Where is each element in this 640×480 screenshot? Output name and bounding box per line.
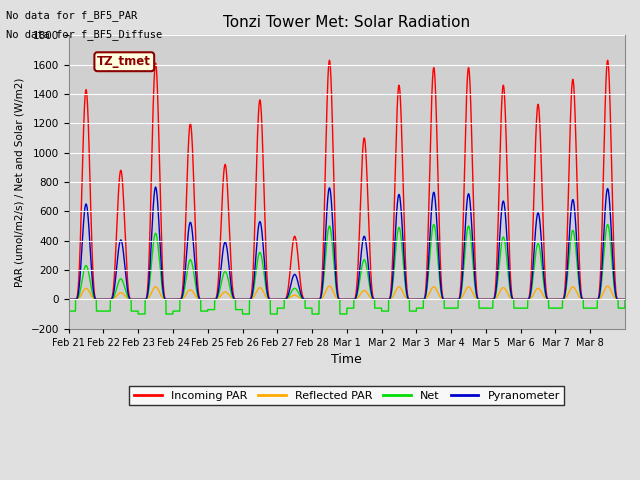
Net	[134, 311, 142, 317]
Incoming PAR	[65, 297, 72, 302]
Pyranometer	[503, 232, 511, 238]
Text: No data for f_BF5_PAR: No data for f_BF5_PAR	[6, 10, 138, 21]
Net	[604, 222, 611, 228]
Reflected PAR	[604, 283, 611, 289]
Net	[621, 297, 629, 302]
Reflected PAR	[615, 297, 623, 302]
Y-axis label: PAR (umol/m2/s) / Net and Solar (W/m2): PAR (umol/m2/s) / Net and Solar (W/m2)	[15, 77, 25, 287]
Pyranometer	[621, 297, 629, 302]
Pyranometer	[536, 222, 544, 228]
Incoming PAR	[615, 297, 623, 302]
Pyranometer	[152, 184, 159, 190]
Incoming PAR	[604, 58, 611, 63]
Reflected PAR	[503, 288, 511, 294]
Line: Net: Net	[68, 225, 625, 314]
Incoming PAR	[621, 297, 629, 302]
Incoming PAR	[418, 297, 426, 302]
Line: Pyranometer: Pyranometer	[68, 187, 625, 300]
Reflected PAR	[621, 297, 629, 302]
Net	[615, 305, 623, 311]
Line: Incoming PAR: Incoming PAR	[68, 60, 625, 300]
Line: Reflected PAR: Reflected PAR	[68, 286, 625, 300]
Reflected PAR	[179, 296, 186, 301]
Pyranometer	[419, 297, 426, 302]
Incoming PAR	[467, 112, 475, 118]
Net	[467, 240, 475, 246]
Incoming PAR	[536, 124, 544, 130]
Legend: Incoming PAR, Reflected PAR, Net, Pyranometer: Incoming PAR, Reflected PAR, Net, Pyrano…	[129, 386, 564, 405]
Pyranometer	[179, 291, 187, 297]
Net	[419, 305, 426, 311]
Reflected PAR	[65, 297, 72, 302]
Text: No data for f_BF5_Diffuse: No data for f_BF5_Diffuse	[6, 29, 163, 40]
Incoming PAR	[179, 286, 186, 292]
Reflected PAR	[536, 287, 544, 292]
Pyranometer	[615, 297, 623, 302]
Net	[65, 308, 72, 314]
Pyranometer	[467, 215, 475, 221]
Text: TZ_tmet: TZ_tmet	[97, 55, 151, 68]
Incoming PAR	[503, 150, 511, 156]
Net	[503, 255, 511, 261]
Pyranometer	[65, 297, 72, 302]
Net	[536, 248, 544, 254]
X-axis label: Time: Time	[332, 353, 362, 366]
Reflected PAR	[467, 287, 475, 292]
Title: Tonzi Tower Met: Solar Radiation: Tonzi Tower Met: Solar Radiation	[223, 15, 470, 30]
Reflected PAR	[418, 297, 426, 302]
Net	[179, 294, 187, 300]
